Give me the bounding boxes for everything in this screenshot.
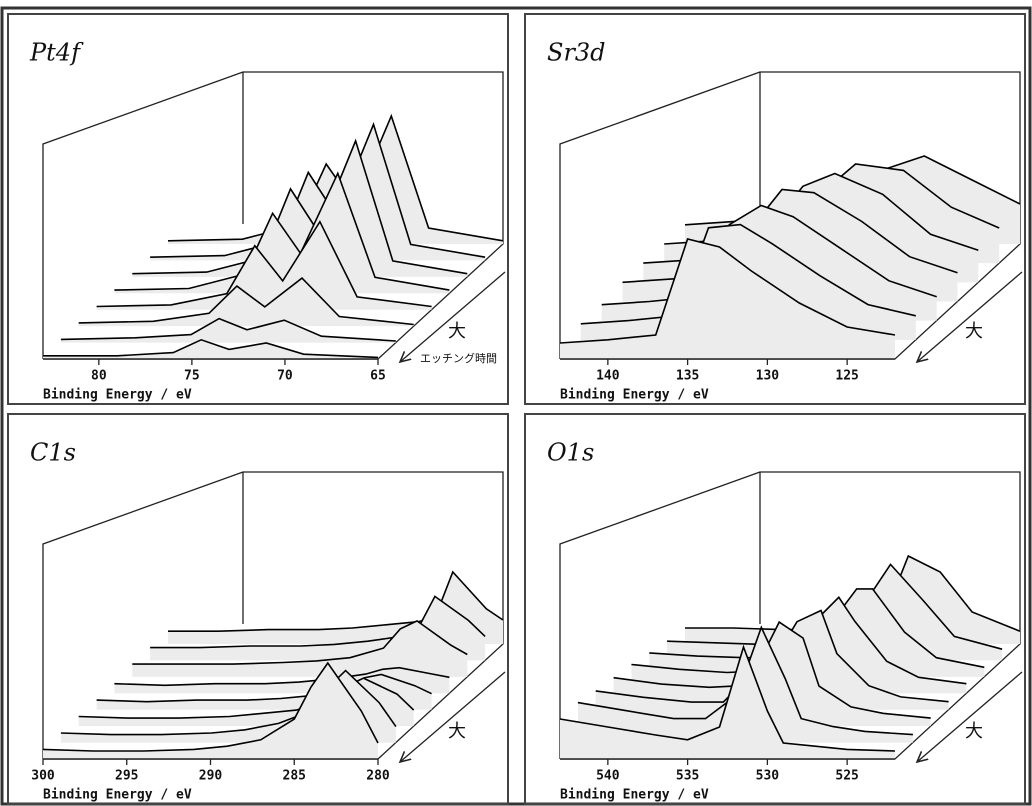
panel: O1s 540 535 530 525 Binding Energy / eV 大 <box>524 413 1026 805</box>
outer-frame <box>0 6 1032 806</box>
spectrum-line <box>42 661 379 752</box>
x-tick-label: 65 <box>370 369 386 384</box>
annotation: 大 <box>965 721 983 742</box>
spectrum-line <box>601 204 937 306</box>
panel-title: O1s <box>547 439 594 467</box>
spectrum-line <box>78 677 415 719</box>
depth-arrow <box>917 271 1023 362</box>
depth-arrow <box>400 271 506 362</box>
curve-fill <box>114 173 450 294</box>
curve-fill <box>96 221 432 310</box>
spectrum-line <box>78 277 414 326</box>
x-tick-label: 80 <box>91 369 107 384</box>
spectrum-line <box>577 625 913 736</box>
panel-frame <box>524 413 1026 805</box>
spectrum-line <box>150 122 486 258</box>
depth-arrow <box>400 671 506 762</box>
x-axis-label: Binding Energy / eV <box>560 388 709 403</box>
x-tick-label: 135 <box>676 369 699 384</box>
x-tick-label: 530 <box>756 769 780 784</box>
spectrum-line <box>132 619 468 665</box>
panel-title: Sr3d <box>547 39 606 67</box>
x-tick-label: 140 <box>596 369 620 384</box>
curve-fill <box>43 663 378 759</box>
x-axis-label: Binding Energy / eV <box>560 788 709 803</box>
x-tick-label: 285 <box>283 769 306 784</box>
x-tick-label: 290 <box>199 769 223 784</box>
annotation: エッチング時間 <box>420 351 497 365</box>
annotation: 大 <box>965 321 983 342</box>
x-axis-label: Binding Energy / eV <box>43 788 192 803</box>
annotation: 大 <box>448 721 466 742</box>
spectrum-line <box>613 609 949 703</box>
spectrum-line <box>559 644 896 752</box>
curve-fill <box>649 588 985 677</box>
x-tick-label: 525 <box>835 769 858 784</box>
panel-title: Pt4f <box>29 39 84 67</box>
x-tick-label: 535 <box>676 769 699 784</box>
curve-fill <box>43 339 378 359</box>
curve-fill <box>667 564 1003 661</box>
spectrum-line <box>580 223 916 325</box>
spectrum-line <box>168 570 504 632</box>
curve-fill <box>78 278 414 327</box>
spectrum-line <box>595 620 931 719</box>
depth-arrow <box>917 671 1023 762</box>
x-tick-label: 125 <box>835 369 858 384</box>
x-tick-label: 75 <box>184 369 200 384</box>
x-tick-label: 70 <box>277 369 293 384</box>
spectrum-line <box>114 171 450 291</box>
x-axis-label: Binding Energy / eV <box>43 388 192 403</box>
spectrum-line <box>96 220 432 308</box>
x-tick-label: 300 <box>31 769 55 784</box>
panel-title: C1s <box>30 439 76 467</box>
curve-fill <box>60 318 396 343</box>
panel-frame <box>7 413 509 805</box>
curve-fill <box>132 140 468 277</box>
annotation: 大 <box>448 321 466 342</box>
spectrum-line <box>150 595 486 649</box>
panel-frame <box>7 13 509 405</box>
spectrum-line <box>60 317 396 342</box>
spectrum-line <box>132 138 468 275</box>
x-tick-label: 130 <box>756 369 780 384</box>
panel: Sr3d 140 135 130 125 Binding Energy / eV 大 <box>524 13 1026 405</box>
x-tick-label: 295 <box>115 769 138 784</box>
x-tick-label: 540 <box>596 769 620 784</box>
spectrum-line <box>559 238 896 344</box>
spectrum-line <box>43 338 379 359</box>
spectrum-line <box>60 669 397 736</box>
curve-fill <box>560 239 895 359</box>
curve-fill <box>132 620 468 677</box>
panel: C1s 300 295 290 285 280 Binding Energy / eV 大 <box>7 413 509 805</box>
x-tick-label: 280 <box>366 769 390 784</box>
panel-frame <box>524 13 1026 405</box>
curve-fill <box>150 124 486 261</box>
